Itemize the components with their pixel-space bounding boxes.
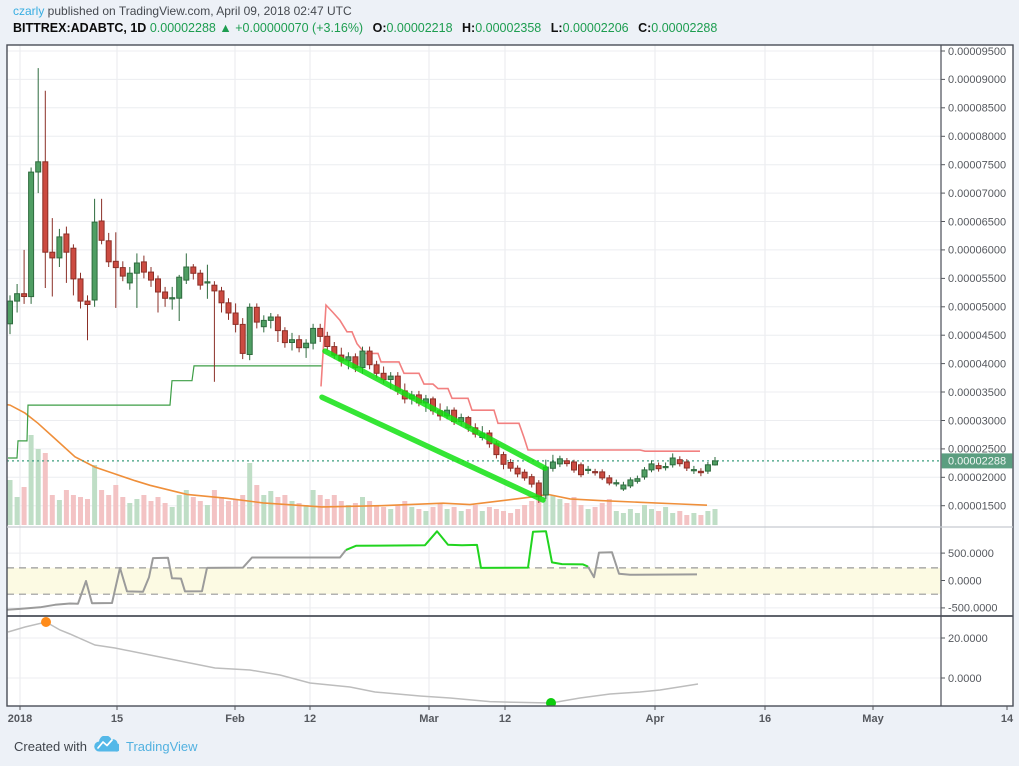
price-axis-labels: 0.00009500 0.00009000 0.00008500 0.00008000… xyxy=(941,46,1006,685)
publish-text: published on TradingView.com, April 09, … xyxy=(44,4,352,18)
axis-label: 0.00008000 xyxy=(948,131,1006,143)
green-marker-dot xyxy=(546,698,556,706)
oscillator-band xyxy=(7,567,941,595)
axis-label: 0.00007000 xyxy=(948,188,1006,200)
footer: Created with TradingView xyxy=(14,735,198,756)
axis-label: 0.00008500 xyxy=(948,103,1006,115)
axis-label: 0.00003500 xyxy=(948,387,1006,399)
axis-label: 500.0000 xyxy=(948,548,994,560)
orange-marker-dot xyxy=(41,617,51,627)
candles xyxy=(7,68,718,503)
axis-label: 0.00004500 xyxy=(948,330,1006,342)
axis-label: 0.0000 xyxy=(948,673,982,685)
trendline-lower xyxy=(319,394,546,503)
axis-label: 0.00007500 xyxy=(948,160,1006,172)
supertrend-up-line xyxy=(8,365,322,459)
vertical-gridlines xyxy=(19,45,874,706)
time-axis-label: 12 xyxy=(304,713,316,725)
up-arrow-icon: ▲ xyxy=(219,21,232,35)
indicator-line xyxy=(587,551,698,579)
supertrend-down-line xyxy=(320,303,700,453)
last-price-badge xyxy=(941,453,1013,469)
axis-label: -500.0000 xyxy=(948,603,998,615)
symbol-line: BITTREX:ADABTC, 1D 0.00002288 ▲ +0.00000… xyxy=(13,21,717,35)
price-gridlines xyxy=(7,50,941,679)
time-axis-label: 14 xyxy=(1001,713,1014,725)
last-price-badge-text: 0.00002288 xyxy=(948,456,1006,468)
indicator-line xyxy=(7,549,347,611)
time-axis-label: May xyxy=(862,713,884,725)
low-label: L: xyxy=(550,21,563,35)
trendline-upper xyxy=(322,348,548,471)
chart-border xyxy=(6,44,1014,707)
axis-label: 0.00001500 xyxy=(948,501,1006,513)
axis-label: 0.0000 xyxy=(948,575,982,587)
indicator-line xyxy=(345,530,589,569)
time-axis-label: Apr xyxy=(646,713,666,725)
last-price-text: 0.00002288 xyxy=(149,21,216,35)
momentum-panel xyxy=(7,617,699,706)
oscillator-panel xyxy=(7,530,941,611)
axis-label: 0.00002500 xyxy=(948,444,1006,456)
axis-label: 20.0000 xyxy=(948,633,988,645)
axis-label: 0.00003000 xyxy=(948,415,1006,427)
main-panel xyxy=(7,68,941,525)
time-axis-label: 12 xyxy=(499,713,511,725)
volume-ma-line xyxy=(7,403,708,508)
time-axis-labels: 2018 15 Feb 12 Mar 12 Apr 16 May 14 xyxy=(8,706,1014,725)
axis-label: 0.00006000 xyxy=(948,245,1006,257)
tradingview-link[interactable]: TradingView xyxy=(125,738,198,754)
close-value: 0.00002288 xyxy=(651,21,718,35)
high-value: 0.00002358 xyxy=(475,21,542,35)
close-label: C: xyxy=(638,21,652,35)
axis-label: 0.00009500 xyxy=(948,46,1006,58)
change-text: +0.00000070 (+3.16%) xyxy=(235,21,364,35)
axis-label: 0.00004000 xyxy=(948,358,1006,370)
time-axis-label: 16 xyxy=(759,713,771,725)
high-label: H: xyxy=(462,21,476,35)
time-axis-label: Mar xyxy=(419,713,439,725)
low-value: 0.00002206 xyxy=(562,21,629,35)
volume-bars xyxy=(7,435,718,525)
momentum-line xyxy=(7,621,699,704)
open-label: O: xyxy=(372,21,387,35)
author-link[interactable]: czarly xyxy=(13,4,45,18)
time-axis-label: 15 xyxy=(111,713,123,725)
chart-background xyxy=(7,45,1013,706)
axis-label: 0.00002000 xyxy=(948,472,1006,484)
publish-line: czarly published on TradingView.com, Apr… xyxy=(13,4,352,18)
axis-label: 0.00005000 xyxy=(948,302,1006,314)
open-value: 0.00002218 xyxy=(386,21,453,35)
axis-label: 0.00009000 xyxy=(948,74,1006,86)
created-with-text: Created with xyxy=(14,738,87,754)
axis-label: 0.00006500 xyxy=(948,216,1006,228)
time-axis-label: Feb xyxy=(225,713,245,725)
tradingview-logo-icon xyxy=(94,735,121,756)
axis-label: 0.00005500 xyxy=(948,273,1006,285)
symbol-title: BITTREX:ADABTC, 1D xyxy=(13,21,147,35)
time-axis-label: 2018 xyxy=(8,713,32,725)
